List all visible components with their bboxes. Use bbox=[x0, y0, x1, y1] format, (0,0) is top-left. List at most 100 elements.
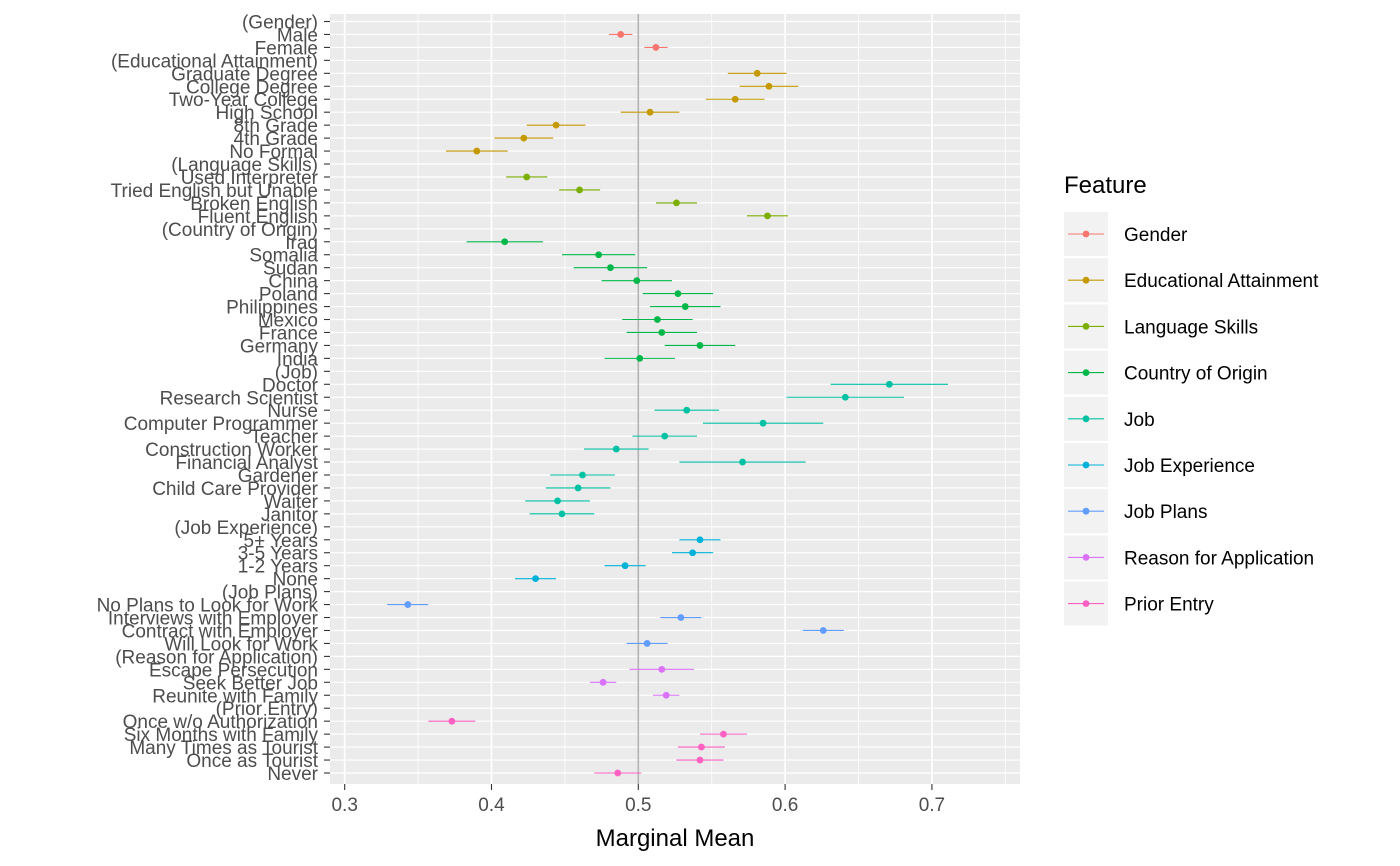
point-marker bbox=[681, 303, 689, 310]
point-marker bbox=[696, 342, 704, 349]
x-tick-label: 0.3 bbox=[331, 795, 357, 816]
data-point-iraq bbox=[466, 238, 543, 246]
y-tick-label: Mexico bbox=[258, 311, 318, 332]
y-tick-label: Philippines bbox=[226, 298, 318, 319]
legend-item-language-skills: Language Skills bbox=[1064, 304, 1258, 349]
data-point-seek-better-job bbox=[589, 678, 617, 686]
y-tick-label: 1-2 Years bbox=[238, 557, 318, 578]
data-point-4th-grade bbox=[494, 134, 554, 142]
y-tick-label: Janitor bbox=[261, 505, 319, 526]
legend-item-educational-attainment: Educational Attainment bbox=[1064, 258, 1319, 303]
data-point-france bbox=[626, 329, 698, 336]
data-point-waiter bbox=[525, 497, 590, 505]
data-point-broken-english bbox=[655, 199, 698, 207]
point-marker bbox=[677, 614, 685, 621]
y-tick-label: Once as Tourist bbox=[186, 751, 318, 772]
x-axis: 0.3 0.4 0.5 0.6 0.7 bbox=[331, 784, 945, 816]
data-point-interviews-with-employer bbox=[660, 614, 702, 621]
data-point-high-school bbox=[620, 108, 680, 116]
y-tick-label: 8th Grade bbox=[234, 116, 319, 137]
point-marker bbox=[841, 393, 849, 401]
y-tick-label: No Plans to Look for Work bbox=[97, 596, 319, 617]
y-tick-label: Female bbox=[255, 38, 318, 59]
data-point-germany bbox=[664, 342, 736, 349]
point-marker bbox=[523, 173, 531, 181]
y-tick-label: (Gender) bbox=[242, 13, 318, 34]
legend-items: Gender Educational Attainment Language Ski… bbox=[1064, 212, 1319, 626]
point-marker bbox=[658, 329, 666, 336]
y-tick-label: Iraq bbox=[285, 233, 318, 254]
y-tick-label: Research Scientist bbox=[160, 388, 319, 409]
data-point-computer-programmer bbox=[702, 419, 824, 427]
y-tick-label: Fluent English bbox=[198, 207, 318, 228]
point-marker bbox=[689, 549, 697, 557]
point-marker bbox=[673, 199, 680, 207]
point-marker bbox=[759, 419, 767, 427]
point-marker bbox=[720, 730, 727, 738]
legend-item-prior-entry: Prior Entry bbox=[1064, 581, 1214, 626]
point-marker bbox=[558, 510, 566, 518]
point-marker bbox=[404, 601, 412, 608]
data-point-gardener bbox=[550, 471, 615, 479]
data-point-no-plans-to-look-for-work bbox=[387, 601, 429, 608]
legend-label: Language Skills bbox=[1124, 317, 1258, 338]
y-tick-label: Graduate Degree bbox=[171, 64, 318, 85]
data-point-5-years bbox=[679, 536, 721, 544]
y-tick-label: Will Look for Work bbox=[164, 634, 318, 655]
point-marker bbox=[753, 69, 761, 77]
y-tick-label: Male bbox=[277, 25, 318, 46]
point-marker bbox=[520, 134, 528, 142]
point-marker bbox=[662, 691, 670, 699]
point-marker bbox=[636, 354, 644, 362]
data-point-philippines bbox=[650, 303, 721, 310]
data-point-china bbox=[601, 277, 673, 285]
y-tick-label: (Educational Attainment) bbox=[111, 51, 318, 72]
legend-key-point bbox=[1082, 230, 1090, 238]
point-marker bbox=[885, 380, 893, 388]
y-tick-label: 3-5 Years bbox=[238, 544, 318, 565]
y-tick-label: No Formal bbox=[229, 142, 318, 163]
y-tick-label: Contract with Employer bbox=[122, 621, 319, 642]
plot-panel bbox=[330, 14, 1020, 784]
data-point-six-months-with-family bbox=[699, 730, 747, 738]
legend-label: Reason for Application bbox=[1124, 548, 1314, 569]
y-tick-label: (Job) bbox=[275, 362, 318, 383]
legend-key-point bbox=[1082, 323, 1090, 330]
point-marker bbox=[473, 147, 481, 155]
point-marker bbox=[646, 108, 654, 116]
data-point-will-look-for-work bbox=[626, 640, 668, 647]
point-marker bbox=[576, 186, 583, 194]
point-marker bbox=[819, 627, 827, 634]
point-marker bbox=[674, 290, 682, 297]
data-point-3-5-years bbox=[672, 549, 714, 557]
legend-label: Country of Origin bbox=[1124, 364, 1268, 385]
point-marker bbox=[653, 316, 661, 323]
point-marker bbox=[643, 640, 651, 647]
point-marker bbox=[595, 251, 603, 259]
point-marker bbox=[617, 31, 625, 38]
data-point-fluent-english bbox=[746, 212, 789, 220]
legend-key-point bbox=[1082, 600, 1090, 607]
data-point-1-2-years bbox=[604, 562, 646, 570]
point-marker bbox=[599, 678, 607, 686]
y-tick-label: 5+ Years bbox=[244, 531, 319, 552]
y-tick-label: (Reason for Application) bbox=[115, 647, 318, 668]
legend-label: Job Plans bbox=[1124, 502, 1207, 523]
y-tick-label: (Job Plans) bbox=[222, 583, 318, 604]
legend-item-job-plans: Job Plans bbox=[1064, 489, 1207, 534]
data-point-none bbox=[514, 575, 557, 583]
y-tick-label: Seek Better Job bbox=[183, 673, 318, 694]
y-tick-label: Germany bbox=[240, 336, 319, 357]
y-tick-label: (Prior Entry) bbox=[216, 699, 318, 720]
y-tick-label: (Country of Origin) bbox=[162, 220, 318, 241]
y-tick-label: (Job Experience) bbox=[174, 518, 318, 539]
data-point-escape-persecution bbox=[629, 665, 695, 673]
legend-key-point bbox=[1082, 554, 1090, 561]
point-marker bbox=[661, 432, 669, 440]
legend-key-point bbox=[1082, 415, 1090, 423]
y-tick-label: College Degree bbox=[186, 77, 318, 98]
y-tick-label: Once w/o Authorization bbox=[123, 712, 318, 733]
y-tick-label: Six Months with Family bbox=[124, 725, 319, 746]
